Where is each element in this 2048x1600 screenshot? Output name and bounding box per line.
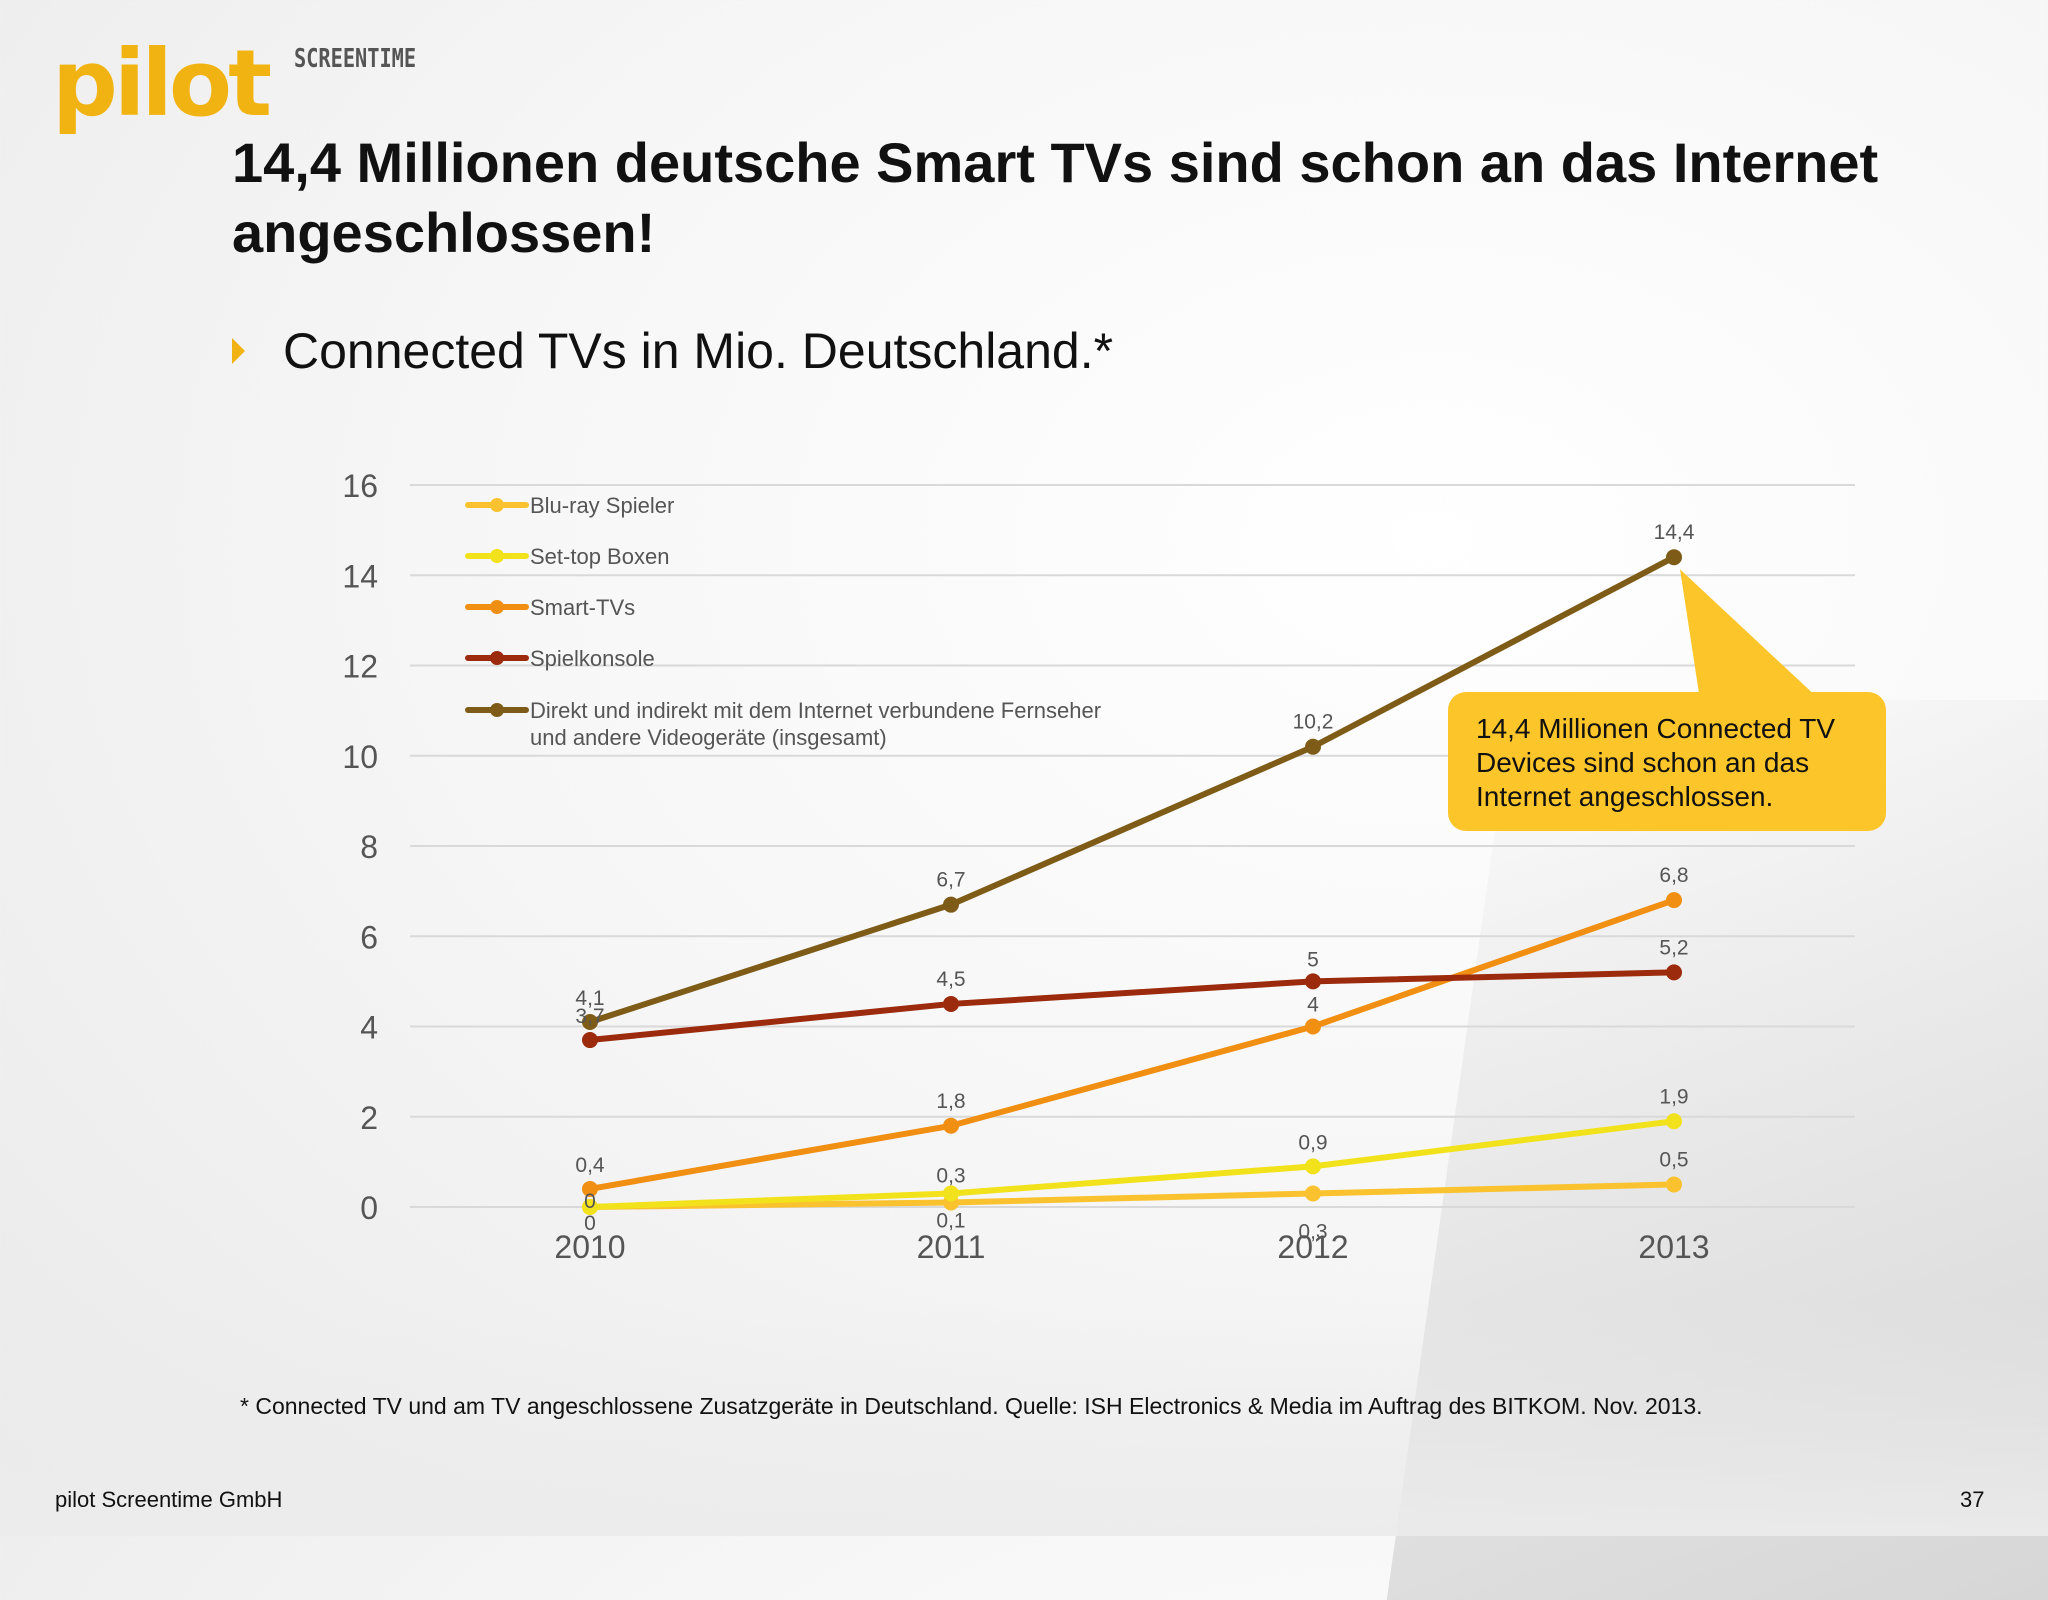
legend-marker bbox=[490, 703, 504, 717]
x-tick-label: 2011 bbox=[917, 1229, 986, 1265]
legend-marker bbox=[490, 600, 504, 614]
page-number: 37 bbox=[1960, 1487, 1985, 1512]
data-label: 0,5 bbox=[1659, 1148, 1688, 1171]
pilot-logo: pilot SCREENTIME bbox=[52, 30, 416, 148]
grid-layer: 0 2 4 6 8 10 12 14 16 2010 2011 2012 2013 bbox=[342, 468, 1855, 1265]
legend-label: Blu-ray Spieler bbox=[530, 493, 674, 518]
data-point bbox=[1666, 964, 1682, 981]
data-label: 0 bbox=[584, 1190, 596, 1213]
data-label: 0,3 bbox=[1298, 1220, 1327, 1243]
data-label: 0,4 bbox=[575, 1154, 605, 1177]
footnote: * Connected TV und am TV angeschlossene … bbox=[240, 1393, 1703, 1419]
data-label: 1,8 bbox=[936, 1090, 965, 1113]
legend-label: Direkt und indirekt mit dem Internet ver… bbox=[530, 698, 1101, 750]
background-floor bbox=[0, 1300, 2048, 1536]
data-point bbox=[582, 1180, 598, 1197]
legend-marker bbox=[490, 651, 504, 665]
data-point bbox=[1305, 1158, 1321, 1175]
data-label: 4 bbox=[1307, 994, 1319, 1017]
line-chart: 0 2 4 6 8 10 12 14 16 2010 2011 2012 2013 0 0,1 0,3 0,5… bbox=[342, 468, 1855, 1265]
data-label: 3,7 bbox=[575, 1005, 604, 1028]
y-tick-label: 10 bbox=[342, 739, 378, 775]
y-tick-label: 14 bbox=[342, 558, 378, 594]
data-point bbox=[1305, 1018, 1321, 1035]
data-point bbox=[943, 995, 959, 1012]
callout-pointer-layer bbox=[1680, 569, 1820, 700]
data-point bbox=[1666, 549, 1682, 566]
data-label: 6,7 bbox=[936, 869, 965, 892]
legend-marker bbox=[490, 498, 504, 512]
legend-label: Smart-TVs bbox=[530, 595, 635, 620]
x-tick-label: 2012 bbox=[1277, 1229, 1348, 1265]
data-point bbox=[1305, 973, 1321, 990]
data-point bbox=[582, 1013, 598, 1030]
y-tick-label: 12 bbox=[342, 649, 378, 685]
y-tick-label: 16 bbox=[342, 468, 378, 504]
data-label: 5 bbox=[1307, 948, 1319, 971]
y-tick-label: 8 bbox=[360, 829, 378, 865]
company-name: pilot Screentime GmbH bbox=[55, 1487, 283, 1512]
data-label-layer: 0 0,1 0,3 0,5 0 0,3 0,9 1,9 0,4 1,8 4 6,8 3,7 4,5 5 5,2… bbox=[575, 521, 1694, 1243]
data-point bbox=[943, 1117, 959, 1134]
data-label: 0,3 bbox=[936, 1164, 965, 1187]
y-tick-label: 4 bbox=[360, 1010, 378, 1046]
legend-label-line: und andere Videogeräte (insgesamt) bbox=[530, 725, 887, 750]
legend-label-line: Direkt und indirekt mit dem Internet ver… bbox=[530, 698, 1101, 723]
page-title: 14,4 Millionen deutsche Smart TVs sind s… bbox=[232, 131, 1879, 264]
data-point bbox=[582, 1032, 598, 1049]
data-label: 14,4 bbox=[1654, 521, 1695, 544]
callout-box: 14,4 Millionen Connected TV Devices sind… bbox=[1448, 692, 1886, 831]
data-point bbox=[943, 896, 959, 913]
logo-word: pilot bbox=[52, 30, 272, 137]
data-point bbox=[1666, 1113, 1682, 1130]
callout-pointer bbox=[1680, 569, 1820, 700]
bullet-text: Connected TVs in Mio. Deutschland.* bbox=[283, 323, 1114, 379]
legend: Blu-ray Spieler Set-top Boxen Smart-TVs Spi… bbox=[465, 493, 1101, 750]
data-label: 4,1 bbox=[575, 987, 604, 1010]
data-point bbox=[1305, 738, 1321, 755]
series-line bbox=[587, 1118, 1677, 1210]
triangle-bullet-icon bbox=[232, 338, 245, 364]
series-line bbox=[587, 1181, 1677, 1210]
data-point bbox=[1666, 1176, 1682, 1193]
data-point bbox=[943, 1185, 959, 1202]
series-layer bbox=[582, 549, 1682, 1215]
data-label: 5,2 bbox=[1659, 936, 1688, 959]
x-tick-label: 2010 bbox=[554, 1229, 625, 1265]
x-tick-label: 2013 bbox=[1638, 1229, 1709, 1265]
data-point bbox=[1666, 892, 1682, 909]
series-line bbox=[587, 554, 1677, 1025]
data-label: 0,1 bbox=[936, 1209, 965, 1232]
data-label: 6,8 bbox=[1659, 864, 1688, 887]
y-tick-label: 6 bbox=[360, 919, 378, 955]
legend-marker bbox=[490, 549, 504, 563]
data-label: 1,9 bbox=[1659, 1085, 1688, 1108]
data-label: 0,9 bbox=[1298, 1131, 1327, 1154]
legend-label: Set-top Boxen bbox=[530, 544, 669, 569]
series-line bbox=[587, 897, 1677, 1192]
legend-label: Spielkonsole bbox=[530, 646, 655, 671]
y-tick-label: 2 bbox=[360, 1100, 378, 1136]
series-line bbox=[587, 969, 1677, 1044]
bullet-item: Connected TVs in Mio. Deutschland.* bbox=[232, 322, 1113, 380]
data-point bbox=[582, 1199, 598, 1215]
logo-tagline: SCREENTIME bbox=[294, 44, 417, 74]
data-point bbox=[1305, 1185, 1321, 1202]
data-label: 0 bbox=[584, 1212, 596, 1235]
data-label: 4,5 bbox=[936, 968, 965, 991]
data-label: 10,2 bbox=[1293, 711, 1334, 734]
y-tick-label: 0 bbox=[360, 1190, 378, 1226]
